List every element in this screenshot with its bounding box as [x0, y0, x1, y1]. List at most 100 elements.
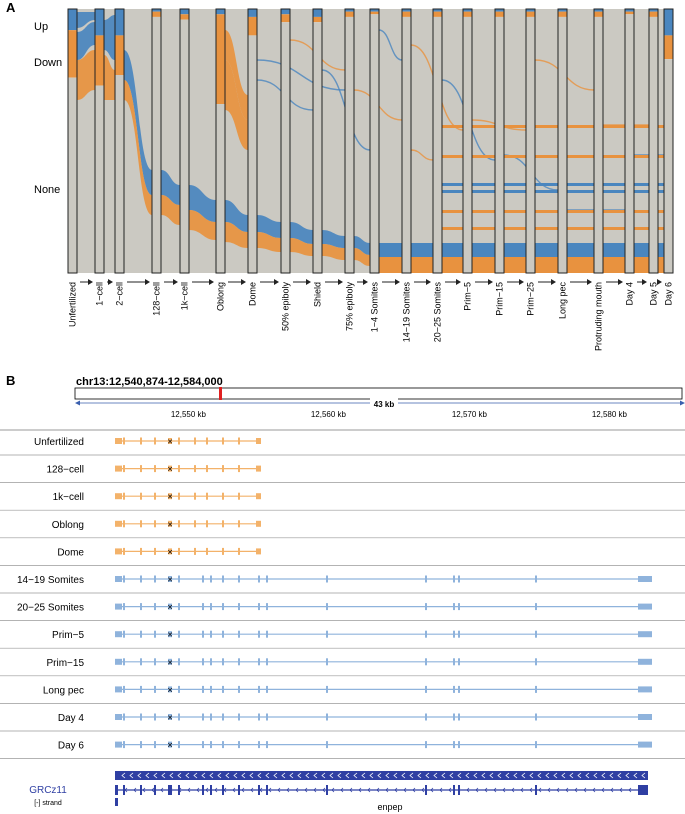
- strand-chevron: [225, 772, 230, 779]
- exon-block: [535, 741, 537, 749]
- bar-segment-down: [345, 11, 354, 17]
- bar-segment-up: [68, 9, 77, 31]
- bar-segment-up: [313, 9, 322, 17]
- exon-block: [256, 465, 261, 472]
- stage-label: 1k−cell: [180, 282, 190, 310]
- exon-block: [123, 520, 125, 528]
- flow-band-none: [567, 9, 594, 273]
- bar-segment-up: [115, 9, 124, 36]
- span-label: 43 kb: [374, 400, 395, 409]
- strand-chevron: [481, 772, 486, 779]
- exon-block: [154, 630, 156, 638]
- exon-block: [238, 741, 240, 749]
- bar-segment-up: [664, 9, 673, 36]
- strand-chevron: [417, 772, 422, 779]
- exon-block: [123, 713, 125, 721]
- exon-block: [458, 741, 460, 749]
- isoform-tracks: Unfertilized ✕128−cell ✕1k−cell ✕Oblong ✕Dom…: [0, 437, 685, 759]
- strand-chevron: [281, 772, 286, 779]
- exon-block: [210, 685, 212, 693]
- gene-strand-tick: [439, 787, 443, 793]
- exon-block: [168, 658, 172, 665]
- gene-strand-tick: [493, 787, 497, 793]
- bar-outline: [663, 8, 674, 274]
- bar-outline: [312, 8, 323, 274]
- bar-segment-down: [370, 11, 379, 15]
- strand-chevron: [217, 772, 222, 779]
- strand-chevron: [577, 772, 582, 779]
- strand-chevron: [169, 772, 174, 779]
- exon-block: [222, 575, 224, 583]
- stage-bar: [593, 8, 604, 274]
- exon-block: [154, 603, 156, 611]
- gene-strand-tick: [538, 787, 542, 793]
- track-row: Long pec ✕: [0, 685, 685, 704]
- exon-block: [535, 685, 537, 693]
- gene-strand-tick: [565, 787, 569, 793]
- exon-block: [425, 575, 427, 583]
- strand-chevron: [641, 772, 646, 779]
- strand-chevron: [185, 772, 190, 779]
- exon-block: [222, 603, 224, 611]
- strand-chevron: [465, 772, 470, 779]
- exon-block: [140, 492, 142, 500]
- track-row: Unfertilized ✕: [0, 437, 685, 456]
- gene-strand-tick: [241, 787, 245, 793]
- strand-chevron: [329, 772, 334, 779]
- exon-block: [168, 465, 172, 472]
- exon-block: [115, 493, 122, 500]
- gene-strand-tick: [610, 787, 614, 793]
- alluvial-flows: [77, 9, 664, 273]
- strand-chevron: [345, 772, 350, 779]
- exon-block: [458, 713, 460, 721]
- gene-strand-tick: [322, 787, 326, 793]
- gene-exon: [115, 785, 118, 795]
- flow-stream: [442, 190, 664, 193]
- gene-exon: [140, 785, 142, 795]
- strand-chevron: [121, 772, 126, 779]
- track-row: 128−cell ✕: [0, 465, 685, 483]
- exon-block: [154, 547, 156, 555]
- gene-strand-tick: [232, 787, 236, 793]
- panel-a-label: A: [6, 0, 16, 15]
- exon-block: [194, 492, 196, 500]
- strand-chevron: [497, 772, 502, 779]
- bar-outline: [432, 8, 443, 274]
- bar-outline: [151, 8, 162, 274]
- bar-segment-down: [526, 11, 535, 17]
- gene-strand-tick: [484, 787, 488, 793]
- flow-band-none: [379, 9, 402, 273]
- stage-bar: [344, 8, 355, 274]
- exon-block: [425, 685, 427, 693]
- stage-label: 75% epiboly: [345, 282, 355, 332]
- variant-marker: ✕: [167, 715, 173, 722]
- bar-outline: [494, 8, 505, 274]
- stage-bar: [215, 8, 226, 274]
- bar-segment-none: [370, 14, 379, 274]
- exon-block: [115, 686, 122, 693]
- bar-segment-down: [180, 14, 189, 20]
- exon-block: [154, 741, 156, 749]
- exon-block: [168, 741, 172, 748]
- bar-segment-down: [463, 11, 472, 17]
- exon-block: [210, 741, 212, 749]
- bar-outline: [401, 8, 412, 274]
- bar-segment-none: [625, 14, 634, 274]
- exon-block: [206, 520, 208, 528]
- exon-block: [115, 438, 122, 444]
- bar-segment-down: [313, 16, 322, 23]
- flow-ribbon: [257, 232, 281, 252]
- exon-block: [123, 603, 125, 611]
- stage-arrowhead: [306, 279, 311, 285]
- row-label-up: Up: [34, 21, 48, 33]
- panel-b-label: B: [6, 373, 15, 388]
- bar-segment-up: [281, 9, 290, 15]
- stage-labels: Unfertilized 1−cell 2−cell 128−cell 1k−cell O…: [68, 282, 674, 352]
- bar-outline: [114, 8, 125, 274]
- stage-bar: [663, 8, 674, 274]
- flow-ribbon: [189, 210, 216, 240]
- exon-block: [238, 713, 240, 721]
- exon-block: [266, 713, 268, 721]
- stage-bar: [525, 8, 536, 274]
- strand-chevron: [569, 772, 574, 779]
